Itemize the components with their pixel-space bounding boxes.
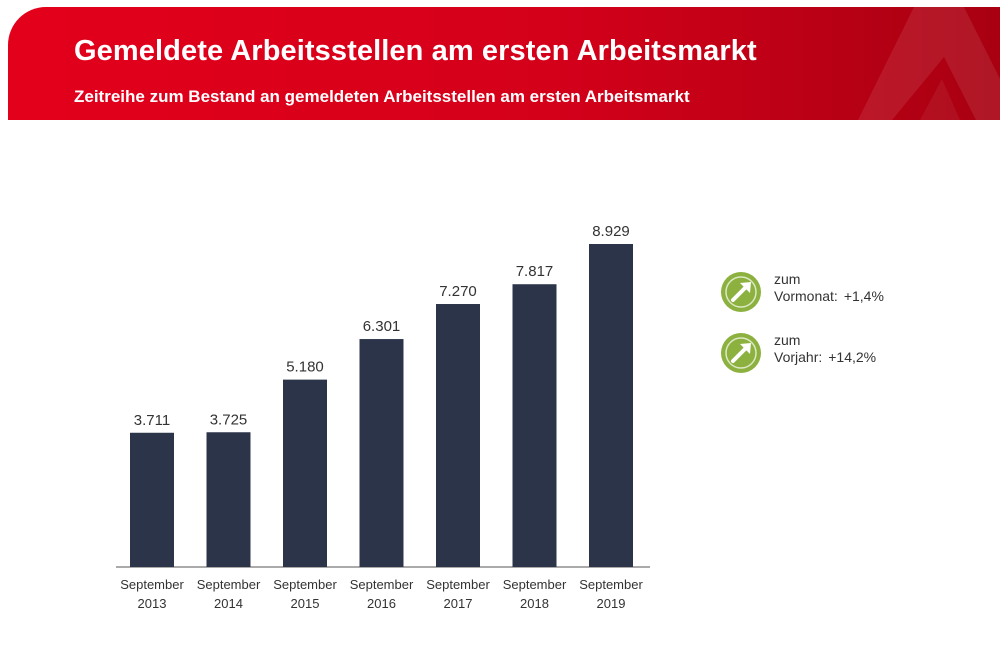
x-tick-label: 2016 <box>367 596 396 611</box>
x-tick-label: 2017 <box>444 596 473 611</box>
x-tick-label: 2015 <box>291 596 320 611</box>
data-label: 5.180 <box>286 359 324 376</box>
x-tick-label: 2018 <box>520 596 549 611</box>
arrow-up-right-icon <box>721 272 761 312</box>
kpi-label: Vormonat: <box>774 288 838 304</box>
bar <box>436 304 480 567</box>
x-tick-label: September <box>120 577 184 592</box>
x-tick-label: September <box>273 577 337 592</box>
bar <box>512 284 557 567</box>
kpi-label: Vorjahr: <box>774 349 823 365</box>
kpi-value: +14,2% <box>828 349 877 365</box>
kpi-line1: zum <box>774 332 801 348</box>
ba-logo-icon <box>858 7 1000 120</box>
bar <box>130 432 174 567</box>
x-tick-label: September <box>426 577 490 592</box>
x-tick-label: 2013 <box>138 596 167 611</box>
x-tick-label: September <box>503 577 567 592</box>
data-label: 3.725 <box>210 411 248 428</box>
kpi-vormonat: zum Vormonat: +1,4% <box>720 271 960 319</box>
x-tick-label: 2019 <box>597 596 626 611</box>
data-label: 3.711 <box>134 412 170 429</box>
header-banner: Gemeldete Arbeitsstellen am ersten Arbei… <box>8 7 1000 120</box>
page-subtitle: Zeitreihe zum Bestand an gemeldeten Arbe… <box>74 87 690 106</box>
x-tick-label: September <box>197 577 261 592</box>
page-title: Gemeldete Arbeitsstellen am ersten Arbei… <box>74 35 757 67</box>
data-label: 7.817 <box>516 263 554 280</box>
bar <box>283 379 327 567</box>
x-tick-label: September <box>579 577 643 592</box>
x-tick-label: September <box>350 577 414 592</box>
data-label: 7.270 <box>439 283 477 300</box>
bar <box>206 432 251 567</box>
bar <box>359 339 404 567</box>
data-label: 6.301 <box>363 318 401 335</box>
kpi-line1: zum <box>774 271 801 287</box>
data-label: 8.929 <box>592 223 630 240</box>
kpi-value: +1,4% <box>843 288 884 304</box>
x-tick-label: 2014 <box>214 596 243 611</box>
bar <box>589 244 633 567</box>
kpi-vorjahr: zum Vorjahr: +14,2% <box>720 332 960 380</box>
arrow-up-right-icon <box>721 333 761 373</box>
